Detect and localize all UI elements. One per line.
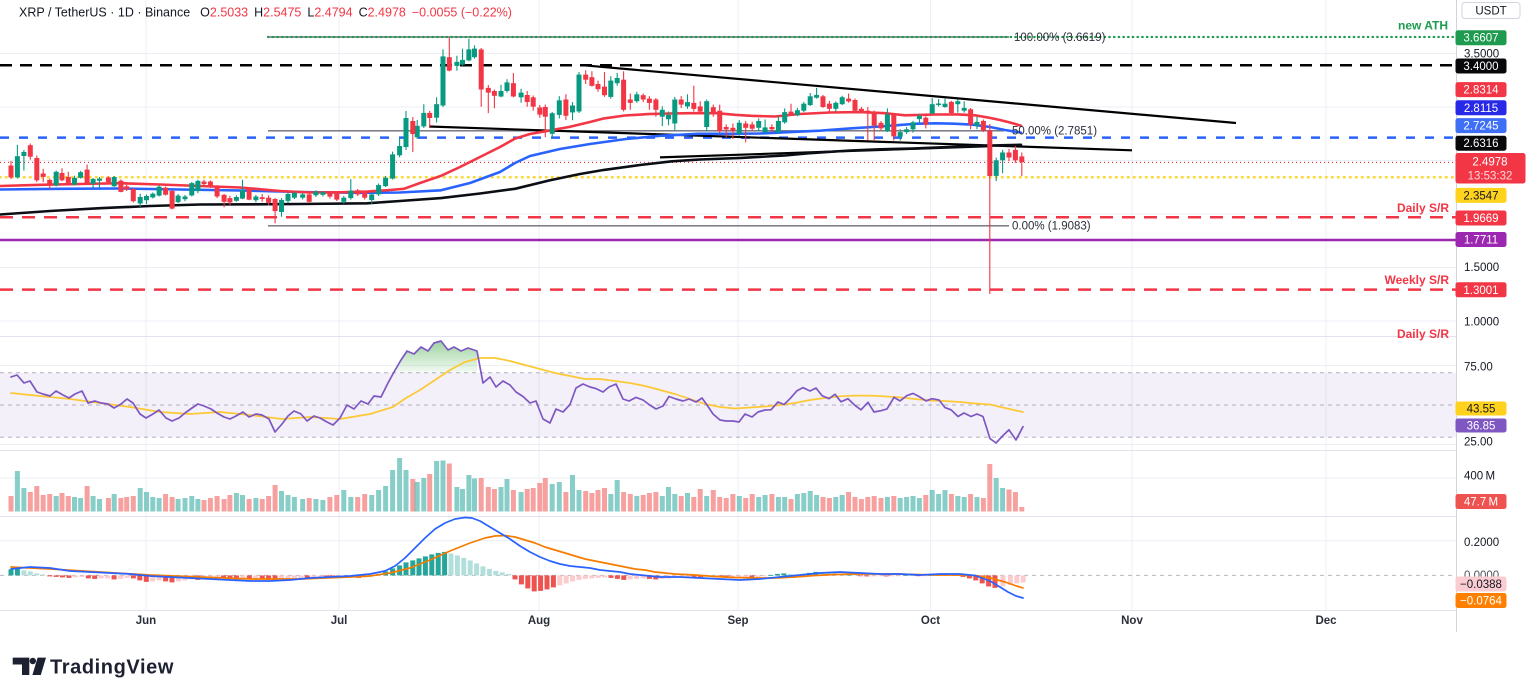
svg-text:1.7711: 1.7711 <box>1464 235 1498 247</box>
svg-text:2.8314: 2.8314 <box>1463 85 1499 97</box>
svg-text:Dec: Dec <box>1315 615 1337 627</box>
svg-text:43.55: 43.55 <box>1467 404 1496 416</box>
svg-text:2.3547: 2.3547 <box>1463 190 1498 202</box>
svg-text:2.7245: 2.7245 <box>1463 121 1498 133</box>
svg-text:1.3001: 1.3001 <box>1463 285 1498 297</box>
svg-text:Oct: Oct <box>921 615 940 627</box>
svg-text:Jul: Jul <box>331 615 348 627</box>
svg-text:new ATH: new ATH <box>1398 19 1448 33</box>
svg-text:Nov: Nov <box>1121 615 1143 627</box>
svg-text:25.00: 25.00 <box>1464 437 1493 449</box>
svg-text:1.9669: 1.9669 <box>1463 213 1498 225</box>
svg-text:−0.0388: −0.0388 <box>1460 579 1502 591</box>
svg-text:Sep: Sep <box>727 615 748 627</box>
svg-text:2.6316: 2.6316 <box>1463 138 1498 150</box>
svg-text:Daily S/R: Daily S/R <box>1397 201 1449 215</box>
svg-text:50.00% (2.7851): 50.00% (2.7851) <box>1012 126 1097 138</box>
svg-text:3.4000: 3.4000 <box>1463 61 1498 73</box>
svg-text:13:53:32: 13:53:32 <box>1468 171 1513 183</box>
svg-text:USDT: USDT <box>1475 6 1506 18</box>
svg-text:Jun: Jun <box>136 615 156 627</box>
svg-text:Aug: Aug <box>528 615 550 627</box>
svg-text:75.00: 75.00 <box>1464 362 1493 374</box>
svg-text:400 M: 400 M <box>1464 471 1495 483</box>
svg-text:100.00% (3.6619): 100.00% (3.6619) <box>1014 32 1106 44</box>
svg-text:3.6607: 3.6607 <box>1463 33 1498 45</box>
svg-text:2.4978: 2.4978 <box>1472 157 1507 169</box>
svg-text:3.5000: 3.5000 <box>1464 48 1499 60</box>
svg-text:2.8115: 2.8115 <box>1464 103 1498 115</box>
svg-text:1.5000: 1.5000 <box>1464 262 1499 274</box>
svg-text:1.0000: 1.0000 <box>1464 317 1499 329</box>
svg-text:−0.0764: −0.0764 <box>1460 596 1502 608</box>
svg-text:Weekly S/R: Weekly S/R <box>1385 273 1450 287</box>
svg-text:0.00% (1.9083): 0.00% (1.9083) <box>1012 221 1091 233</box>
svg-text:0.2000: 0.2000 <box>1464 537 1499 549</box>
svg-text:47.7 M: 47.7 M <box>1464 497 1498 509</box>
svg-text:Daily S/R: Daily S/R <box>1397 327 1449 341</box>
svg-text:TradingView: TradingView <box>50 657 174 679</box>
svg-text:36.85: 36.85 <box>1467 421 1496 433</box>
